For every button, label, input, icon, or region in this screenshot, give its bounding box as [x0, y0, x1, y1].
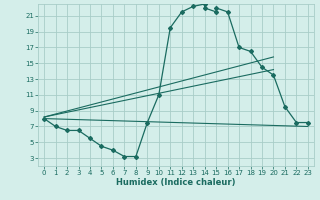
X-axis label: Humidex (Indice chaleur): Humidex (Indice chaleur): [116, 178, 236, 187]
